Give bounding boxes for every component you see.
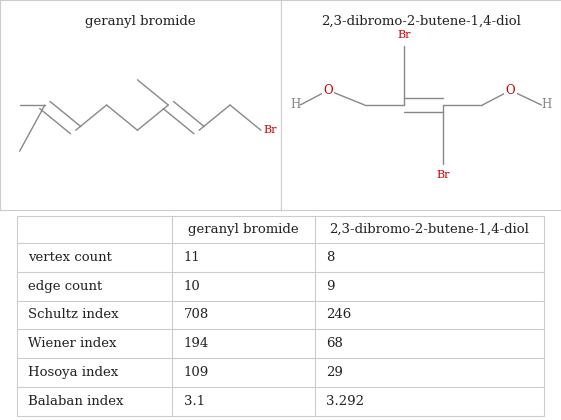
Text: Wiener index: Wiener index [28, 337, 117, 350]
Text: Br: Br [436, 170, 450, 180]
Text: geranyl bromide: geranyl bromide [85, 15, 196, 28]
Text: 708: 708 [183, 308, 209, 321]
Text: 8: 8 [326, 251, 334, 264]
Text: 10: 10 [183, 280, 200, 293]
Text: H: H [290, 99, 300, 111]
Text: 3.1: 3.1 [183, 395, 205, 408]
Text: 68: 68 [326, 337, 343, 350]
Text: H: H [541, 99, 551, 111]
Text: Hosoya index: Hosoya index [28, 366, 118, 379]
Text: O: O [323, 84, 333, 97]
Text: 246: 246 [326, 308, 351, 321]
Text: O: O [505, 84, 516, 97]
Text: Br: Br [397, 30, 411, 40]
Text: 11: 11 [183, 251, 200, 264]
Text: 2,3-dibromo-2-butene-1,4-diol: 2,3-dibromo-2-butene-1,4-diol [329, 223, 530, 236]
Text: 194: 194 [183, 337, 209, 350]
Text: Balaban index: Balaban index [28, 395, 123, 408]
Text: Schultz index: Schultz index [28, 308, 119, 321]
Text: vertex count: vertex count [28, 251, 112, 264]
Text: Br: Br [264, 125, 277, 135]
Text: 9: 9 [326, 280, 334, 293]
Text: edge count: edge count [28, 280, 102, 293]
Text: geranyl bromide: geranyl bromide [188, 223, 299, 236]
Text: 2,3-dibromo-2-butene-1,4-diol: 2,3-dibromo-2-butene-1,4-diol [321, 15, 521, 28]
Text: 3.292: 3.292 [326, 395, 364, 408]
Text: 29: 29 [326, 366, 343, 379]
Text: 109: 109 [183, 366, 209, 379]
